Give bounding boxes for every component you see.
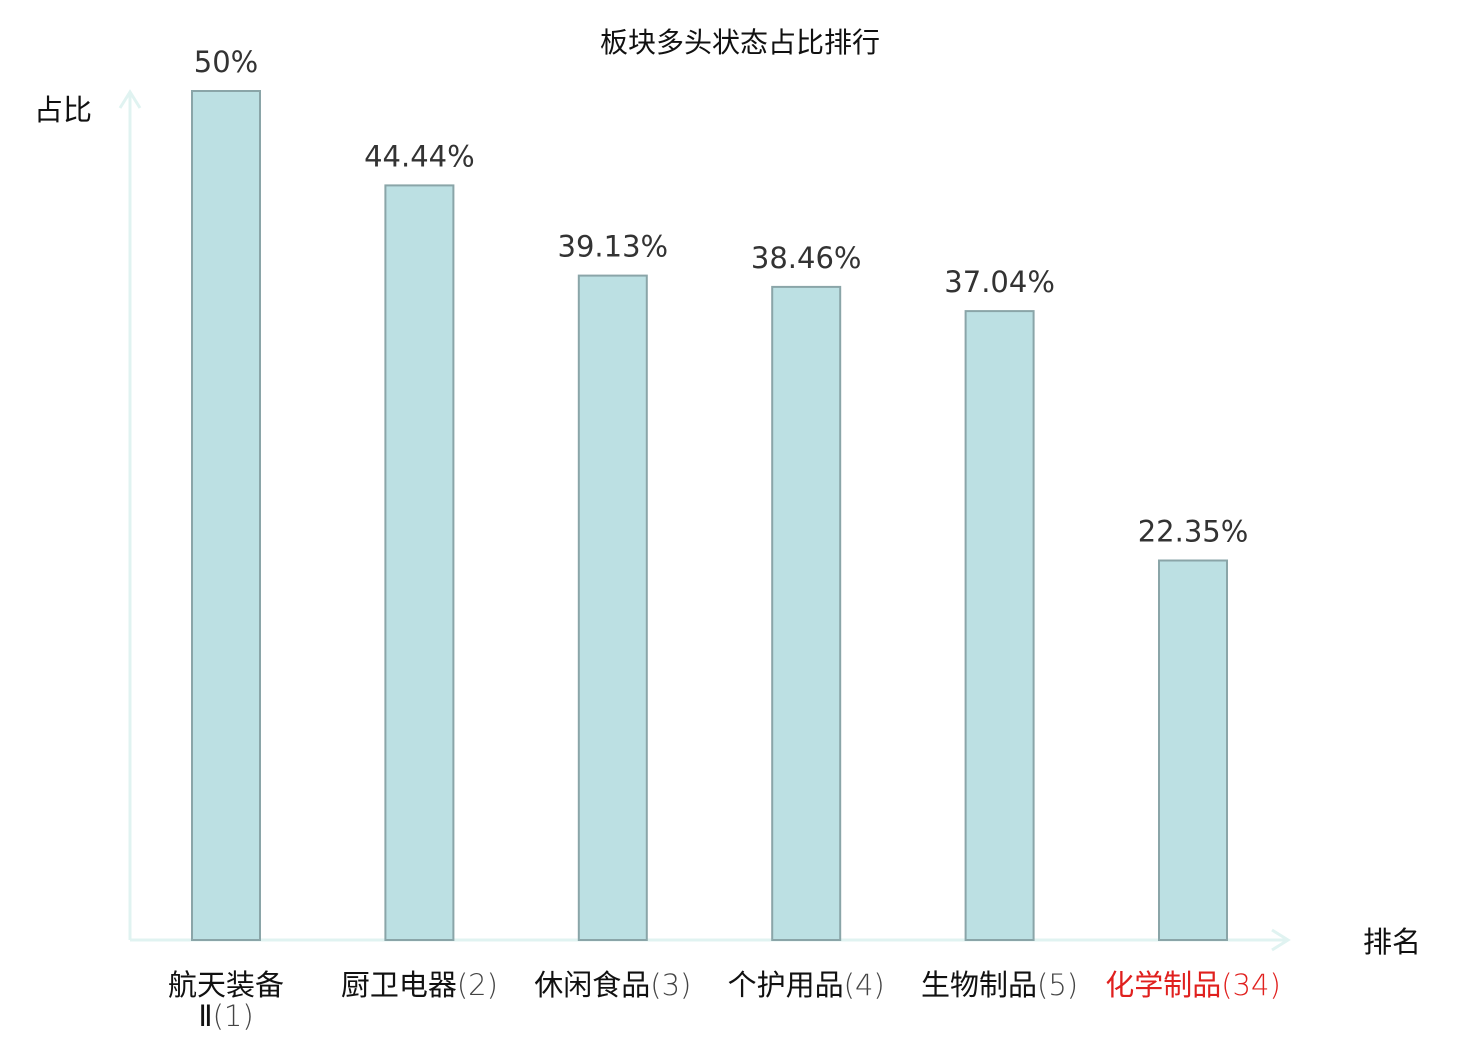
y-axis-label: 占比: [34, 93, 92, 127]
value-label-4: 38.46%: [751, 241, 862, 275]
chart-title: 板块多头状态占比排行: [600, 26, 880, 59]
value-label-5: 37.04%: [944, 265, 1055, 299]
bar-6: [1158, 559, 1228, 941]
category-label-4: 个护用品(4): [728, 968, 885, 1002]
value-label-3: 39.13%: [558, 230, 669, 264]
category-rank-3: (3): [650, 968, 691, 1002]
y-axis-arrow: [118, 89, 142, 109]
category-label-6: 化学制品(34): [1105, 968, 1281, 1002]
value-label-2: 44.44%: [364, 139, 475, 173]
x-axis-arrow: [1271, 928, 1291, 952]
category-rank-2: (2): [457, 968, 498, 1002]
value-label-1: 50%: [194, 45, 258, 79]
category-label-1: 航天装备: [168, 968, 284, 1002]
bar-1: [191, 90, 261, 941]
category-name-4: 个护用品: [728, 968, 844, 1002]
bar-5: [964, 310, 1035, 942]
x-axis-label: 排名: [1363, 925, 1421, 959]
category-label-2: 厨卫电器(2): [341, 968, 498, 1002]
bar-3: [577, 274, 648, 942]
category-label-1-line2: Ⅱ(1): [198, 999, 253, 1033]
category-label-3: 休闲食品(3): [534, 968, 691, 1002]
category-rank-6: (34): [1221, 968, 1281, 1002]
category-name-2: 厨卫电器: [341, 968, 457, 1002]
category-name-3: 休闲食品: [534, 968, 650, 1002]
category-label-5: 生物制品(5): [921, 968, 1078, 1002]
category-rank-4: (4): [844, 968, 885, 1002]
axes: [118, 89, 1291, 952]
category-name-tail-1: Ⅱ: [198, 999, 212, 1033]
category-name-6: 化学制品: [1105, 968, 1221, 1002]
value-label-6: 22.35%: [1138, 515, 1249, 549]
bar-4: [771, 285, 842, 941]
bar-2: [384, 184, 455, 941]
category-name-5: 生物制品: [921, 968, 1037, 1002]
category-rank-1: (1): [213, 999, 254, 1033]
value-labels-group: 50% 44.44% 39.13% 38.46% 37.04% 22.35%: [194, 45, 1249, 549]
bars-group: [191, 90, 1228, 942]
category-rank-5: (5): [1037, 968, 1078, 1002]
